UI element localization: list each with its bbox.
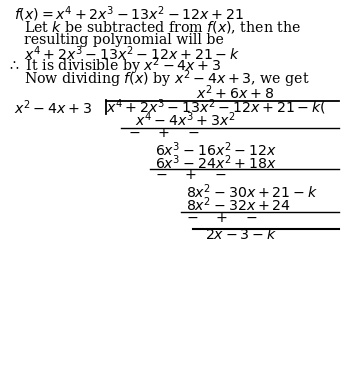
Text: $\therefore$ It is divisible by $x^2 - 4x + 3$: $\therefore$ It is divisible by $x^2 - 4… xyxy=(7,56,221,77)
Text: $-$    $+$    $-$: $-$ $+$ $-$ xyxy=(128,126,200,139)
Text: $-$    $+$    $-$: $-$ $+$ $-$ xyxy=(155,168,227,182)
Text: Let $k$ be subtracted from $f(x)$, then the: Let $k$ be subtracted from $f(x)$, then … xyxy=(24,19,301,36)
Text: $x^2 - 4x + 3$: $x^2 - 4x + 3$ xyxy=(14,98,92,117)
Text: $8x^2 - 32x + 24$: $8x^2 - 32x + 24$ xyxy=(186,196,291,214)
Text: resulting polynomial will be: resulting polynomial will be xyxy=(24,33,224,47)
Text: $6x^3 - 24x^2 + 18x$: $6x^3 - 24x^2 + 18x$ xyxy=(155,153,277,171)
Text: Now dividing $f(x)$ by $x^2 - 4x + 3$, we get: Now dividing $f(x)$ by $x^2 - 4x + 3$, w… xyxy=(24,69,309,90)
Text: $6x^3 - 16x^2 - 12x$: $6x^3 - 16x^2 - 12x$ xyxy=(155,140,277,158)
Text: $f(x) = x^4 + 2x^3 - 13x^2 - 12x + 21$: $f(x) = x^4 + 2x^3 - 13x^2 - 12x + 21$ xyxy=(14,4,244,24)
Text: $2x - 3 - k$: $2x - 3 - k$ xyxy=(205,227,276,242)
Text: $x^4 + 2x^3 - 13x^2 - 12x + 21 - k$: $x^4 + 2x^3 - 13x^2 - 12x + 21 - k$ xyxy=(24,44,240,62)
Text: $x^4 - 4x^3 + 3x^2$: $x^4 - 4x^3 + 3x^2$ xyxy=(135,111,235,129)
Text: $-$    $+$    $-$: $-$ $+$ $-$ xyxy=(186,211,258,225)
Text: $8x^2 - 30x + 21 - k$: $8x^2 - 30x + 21 - k$ xyxy=(186,183,317,201)
Text: $x^4 + 2x^3 - 13x^2 - 12x + 21 - k($: $x^4 + 2x^3 - 13x^2 - 12x + 21 - k($ xyxy=(106,98,326,117)
Text: $x^2 + 6x + 8$: $x^2 + 6x + 8$ xyxy=(196,83,274,102)
